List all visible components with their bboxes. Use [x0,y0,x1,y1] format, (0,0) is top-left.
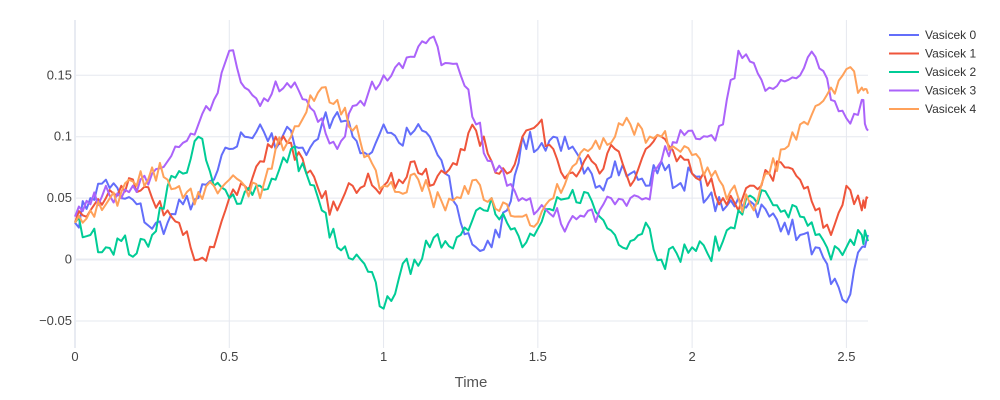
legend-label: Vasicek 0 [925,28,976,42]
series-lines [74,35,869,310]
x-tick-label: 0.5 [220,349,238,364]
legend-label: Vasicek 1 [925,47,976,61]
x-tick-label: 2.5 [837,349,855,364]
x-tick-label: 1 [380,349,387,364]
x-axis-title: Time [455,374,488,391]
legend-item-1[interactable]: Vasicek 1 [889,47,976,61]
series-line-1 [74,118,869,262]
legend-item-4[interactable]: Vasicek 4 [889,102,976,116]
series-line-4 [74,66,869,228]
x-tick-label: 0 [71,349,78,364]
y-tick-label: 0.15 [47,67,72,82]
legend-label: Vasicek 2 [925,65,976,79]
legend-label: Vasicek 4 [925,102,976,116]
legend-item-3[interactable]: Vasicek 3 [889,84,976,98]
y-tick-label: 0.05 [47,190,72,205]
y-tick-label: −0.05 [39,313,72,328]
y-tick-label: 0 [65,252,72,267]
legend[interactable]: Vasicek 0 Vasicek 1 Vasicek 2 Vasicek 3 Vasi… [889,28,976,116]
series-line-3 [74,35,869,233]
x-tick-label: 2 [689,349,696,364]
x-tick-label: 1.5 [529,349,547,364]
legend-label: Vasicek 3 [925,84,976,98]
legend-item-0[interactable]: Vasicek 0 [889,28,976,42]
y-tick-label: 0.1 [54,129,72,144]
tick-labels: 0 0.5 1 1.5 2 2.5 −0.05 0 0.05 0.1 0.15 [39,67,855,364]
series-line-2 [74,135,869,310]
legend-item-2[interactable]: Vasicek 2 [889,65,976,79]
